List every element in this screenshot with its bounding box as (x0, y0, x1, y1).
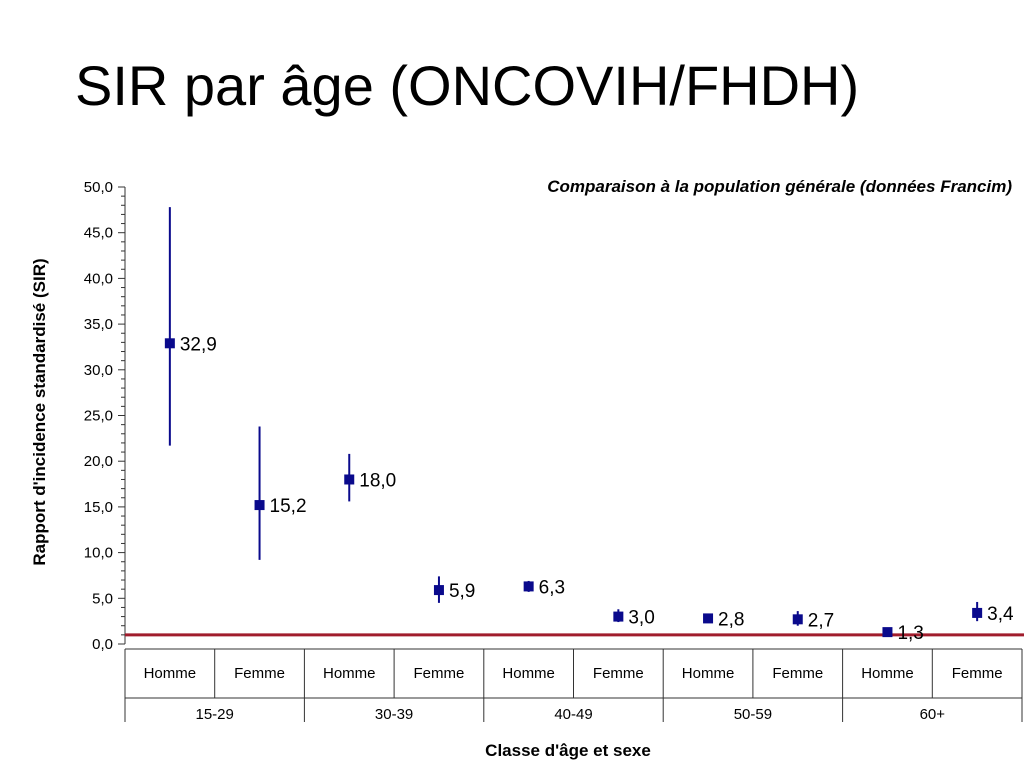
sex-label: Femme (593, 665, 644, 682)
sex-label: Homme (861, 665, 914, 682)
sex-label: Homme (502, 665, 555, 682)
sex-label: Homme (144, 665, 197, 682)
y-axis-title: Rapport d'incidence standardisé (SIR) (30, 258, 49, 565)
y-tick-label: 40,0 (84, 270, 113, 287)
data-marker (164, 338, 175, 349)
data-label: 2,8 (718, 609, 744, 630)
data-marker (523, 581, 534, 592)
y-tick-label: 35,0 (84, 316, 113, 333)
data-points: 32,9 15,2 18,0 5,9 6,3 3,0 2,8 2,7 1,3 3,4 (164, 207, 1014, 644)
sex-label: Femme (772, 665, 823, 682)
y-tick-label: 5,0 (92, 590, 113, 607)
y-tick-label: 45,0 (84, 225, 113, 242)
data-label: 18,0 (359, 470, 396, 491)
data-label: 5,9 (449, 581, 475, 602)
data-marker (882, 627, 893, 638)
data-marker (703, 613, 714, 624)
x-axis-title: Classe d'âge et sexe (485, 741, 651, 760)
y-tick-label: 0,0 (92, 636, 113, 653)
y-tick-label: 25,0 (84, 408, 113, 425)
data-marker (344, 474, 355, 485)
data-label: 3,0 (628, 608, 654, 629)
y-tick-label: 15,0 (84, 499, 113, 516)
data-label: 15,2 (270, 496, 307, 517)
data-marker (972, 607, 983, 618)
slide-title: SIR par âge (ONCOVIH/FHDH) (75, 54, 860, 117)
y-tick-label: 50,0 (84, 179, 113, 196)
sex-label: Homme (323, 665, 376, 682)
y-tick-label: 20,0 (84, 453, 113, 470)
data-marker (792, 614, 803, 625)
y-axis: 0,0 5,0 10,0 15,0 20,0 25,0 30,0 35,0 40,0 45,0 50… (84, 179, 126, 653)
data-label: 6,3 (539, 577, 565, 598)
age-group-label: 30-39 (375, 706, 413, 723)
category-axis: 15-29 Homme Femme 30-39 Homme Femme 40-49 Homme… (124, 648, 1023, 723)
y-tick-label: 10,0 (84, 545, 113, 562)
sex-label: Femme (952, 665, 1003, 682)
data-marker (433, 585, 444, 596)
age-group-label: 15-29 (196, 706, 234, 723)
sex-label: Femme (234, 665, 285, 682)
data-marker (254, 500, 265, 511)
age-group-label: 50-59 (734, 706, 772, 723)
data-label: 32,9 (180, 334, 217, 355)
chart-subtitle: Comparaison à la population générale (do… (547, 177, 1012, 196)
data-label: 2,7 (808, 610, 834, 631)
y-tick-label: 30,0 (84, 362, 113, 379)
sex-label: Homme (682, 665, 735, 682)
data-label: 1,3 (897, 623, 923, 644)
age-group-label: 40-49 (554, 706, 592, 723)
sex-label: Femme (414, 665, 465, 682)
data-marker (613, 611, 624, 622)
age-group-label: 60+ (920, 706, 946, 723)
data-label: 3,4 (987, 604, 1014, 625)
